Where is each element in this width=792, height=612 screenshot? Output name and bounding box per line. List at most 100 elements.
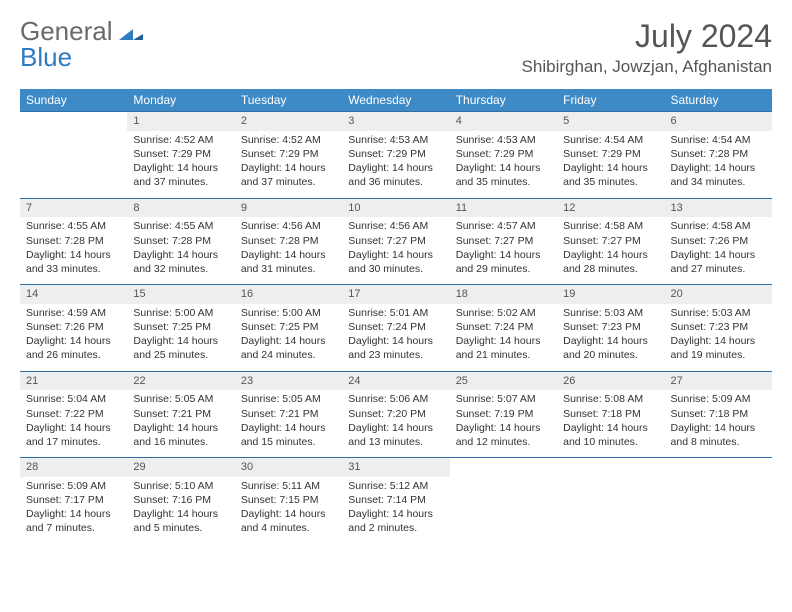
day-info-line: Sunrise: 4:56 AM [241,219,336,233]
day-info-line: Daylight: 14 hours and 24 minutes. [241,334,336,362]
day-info-line: Sunrise: 5:11 AM [241,479,336,493]
day-info-line: Sunrise: 5:09 AM [671,392,766,406]
day-number: 28 [20,457,127,477]
calendar-day-cell: 20Sunrise: 5:03 AMSunset: 7:23 PMDayligh… [665,284,772,371]
day-info-line: Sunrise: 4:54 AM [563,133,658,147]
calendar-day-cell: 23Sunrise: 5:05 AMSunset: 7:21 PMDayligh… [235,371,342,458]
day-info-line: Sunrise: 5:00 AM [133,306,228,320]
day-info-line: Sunset: 7:28 PM [671,147,766,161]
day-body: Sunrise: 5:10 AMSunset: 7:16 PMDaylight:… [127,477,234,544]
day-body: Sunrise: 4:58 AMSunset: 7:27 PMDaylight:… [557,217,664,284]
day-info-line: Sunset: 7:27 PM [456,234,551,248]
day-number: 10 [342,198,449,218]
day-number [557,457,664,477]
day-body [557,477,664,537]
day-body: Sunrise: 4:58 AMSunset: 7:26 PMDaylight:… [665,217,772,284]
day-info-line: Sunset: 7:14 PM [348,493,443,507]
day-info-line: Sunset: 7:18 PM [563,407,658,421]
day-info-line: Sunset: 7:25 PM [133,320,228,334]
weekday-header: Saturday [665,89,772,111]
day-info-line: Sunset: 7:19 PM [456,407,551,421]
day-info-line: Sunset: 7:16 PM [133,493,228,507]
day-info-line: Sunrise: 4:58 AM [563,219,658,233]
calendar-day-cell [665,457,772,544]
day-info-line: Sunrise: 5:01 AM [348,306,443,320]
day-info-line: Sunset: 7:26 PM [671,234,766,248]
day-info-line: Sunrise: 4:52 AM [133,133,228,147]
day-info-line: Sunset: 7:28 PM [241,234,336,248]
day-number: 25 [450,371,557,391]
calendar-day-cell: 31Sunrise: 5:12 AMSunset: 7:14 PMDayligh… [342,457,449,544]
calendar-day-cell: 21Sunrise: 5:04 AMSunset: 7:22 PMDayligh… [20,371,127,458]
calendar-day-cell: 14Sunrise: 4:59 AMSunset: 7:26 PMDayligh… [20,284,127,371]
day-info-line: Sunset: 7:28 PM [133,234,228,248]
day-info-line: Sunrise: 4:57 AM [456,219,551,233]
calendar-day-cell: 19Sunrise: 5:03 AMSunset: 7:23 PMDayligh… [557,284,664,371]
day-number: 23 [235,371,342,391]
day-info-line: Daylight: 14 hours and 15 minutes. [241,421,336,449]
day-body: Sunrise: 4:52 AMSunset: 7:29 PMDaylight:… [127,131,234,198]
day-number: 2 [235,111,342,131]
day-body: Sunrise: 4:53 AMSunset: 7:29 PMDaylight:… [450,131,557,198]
calendar-day-cell: 7Sunrise: 4:55 AMSunset: 7:28 PMDaylight… [20,198,127,285]
day-number: 9 [235,198,342,218]
day-info-line: Sunrise: 4:52 AM [241,133,336,147]
day-body: Sunrise: 5:09 AMSunset: 7:17 PMDaylight:… [20,477,127,544]
calendar-week-row: 21Sunrise: 5:04 AMSunset: 7:22 PMDayligh… [20,371,772,458]
day-info-line: Sunset: 7:23 PM [671,320,766,334]
day-info-line: Sunset: 7:27 PM [348,234,443,248]
title-block: July 2024 Shibirghan, Jowzjan, Afghanist… [522,18,772,77]
calendar-day-cell: 10Sunrise: 4:56 AMSunset: 7:27 PMDayligh… [342,198,449,285]
day-number: 6 [665,111,772,131]
day-info-line: Sunset: 7:24 PM [456,320,551,334]
day-body: Sunrise: 5:09 AMSunset: 7:18 PMDaylight:… [665,390,772,457]
day-body: Sunrise: 5:04 AMSunset: 7:22 PMDaylight:… [20,390,127,457]
day-body: Sunrise: 5:05 AMSunset: 7:21 PMDaylight:… [235,390,342,457]
brand-logo: GeneralBlue [20,18,143,70]
day-body: Sunrise: 4:56 AMSunset: 7:28 PMDaylight:… [235,217,342,284]
weekday-header-row: Sunday Monday Tuesday Wednesday Thursday… [20,89,772,111]
weekday-header: Wednesday [342,89,449,111]
day-info-line: Sunset: 7:15 PM [241,493,336,507]
day-info-line: Sunset: 7:25 PM [241,320,336,334]
day-info-line: Daylight: 14 hours and 5 minutes. [133,507,228,535]
calendar-day-cell: 22Sunrise: 5:05 AMSunset: 7:21 PMDayligh… [127,371,234,458]
day-info-line: Sunset: 7:23 PM [563,320,658,334]
day-body: Sunrise: 5:05 AMSunset: 7:21 PMDaylight:… [127,390,234,457]
calendar-day-cell: 12Sunrise: 4:58 AMSunset: 7:27 PMDayligh… [557,198,664,285]
weekday-header: Friday [557,89,664,111]
day-body: Sunrise: 4:57 AMSunset: 7:27 PMDaylight:… [450,217,557,284]
day-info-line: Daylight: 14 hours and 20 minutes. [563,334,658,362]
day-number: 16 [235,284,342,304]
calendar-day-cell: 2Sunrise: 4:52 AMSunset: 7:29 PMDaylight… [235,111,342,198]
day-body: Sunrise: 4:53 AMSunset: 7:29 PMDaylight:… [342,131,449,198]
header: GeneralBlue July 2024 Shibirghan, Jowzja… [20,18,772,77]
day-info-line: Sunset: 7:29 PM [348,147,443,161]
calendar-week-row: 1Sunrise: 4:52 AMSunset: 7:29 PMDaylight… [20,111,772,198]
day-info-line: Daylight: 14 hours and 8 minutes. [671,421,766,449]
day-info-line: Sunset: 7:24 PM [348,320,443,334]
day-number: 29 [127,457,234,477]
calendar-table: Sunday Monday Tuesday Wednesday Thursday… [20,89,772,544]
day-body: Sunrise: 5:06 AMSunset: 7:20 PMDaylight:… [342,390,449,457]
day-number: 7 [20,198,127,218]
calendar-day-cell: 28Sunrise: 5:09 AMSunset: 7:17 PMDayligh… [20,457,127,544]
calendar-day-cell: 3Sunrise: 4:53 AMSunset: 7:29 PMDaylight… [342,111,449,198]
calendar-day-cell: 27Sunrise: 5:09 AMSunset: 7:18 PMDayligh… [665,371,772,458]
day-info-line: Daylight: 14 hours and 37 minutes. [133,161,228,189]
day-info-line: Sunrise: 4:55 AM [133,219,228,233]
day-info-line: Sunrise: 4:55 AM [26,219,121,233]
day-info-line: Sunrise: 5:00 AM [241,306,336,320]
day-number [20,111,127,131]
day-number: 14 [20,284,127,304]
day-info-line: Sunrise: 5:05 AM [133,392,228,406]
weekday-header: Tuesday [235,89,342,111]
day-info-line: Sunset: 7:21 PM [241,407,336,421]
day-info-line: Daylight: 14 hours and 26 minutes. [26,334,121,362]
day-info-line: Daylight: 14 hours and 28 minutes. [563,248,658,276]
calendar-day-cell [557,457,664,544]
day-info-line: Sunset: 7:21 PM [133,407,228,421]
day-number: 5 [557,111,664,131]
day-info-line: Sunset: 7:27 PM [563,234,658,248]
calendar-day-cell: 15Sunrise: 5:00 AMSunset: 7:25 PMDayligh… [127,284,234,371]
